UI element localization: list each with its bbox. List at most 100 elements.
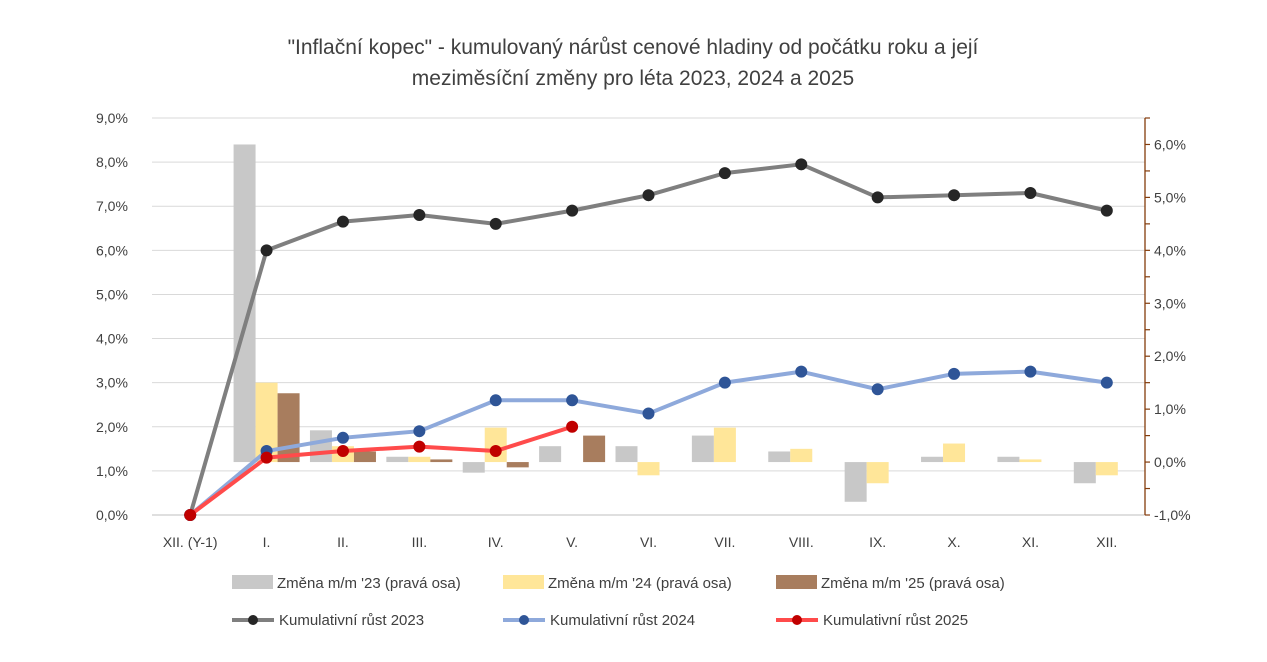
left-tick-label: 5,0% — [96, 286, 128, 302]
data-point — [795, 365, 808, 378]
x-tick-label: XII. — [1096, 534, 1117, 550]
x-tick-label: V. — [566, 534, 578, 550]
data-point — [948, 367, 961, 380]
bar — [1095, 462, 1118, 476]
x-tick-label: VI. — [640, 534, 657, 550]
legend: Změna m/m '23 (pravá osa) Změna m/m '24 (… — [232, 575, 1005, 629]
data-point — [1024, 365, 1037, 378]
bar — [255, 382, 278, 463]
data-point — [489, 217, 502, 230]
chart-title-line-2: meziměsíční změny pro léta 2023, 2024 a … — [412, 67, 854, 90]
bar — [997, 456, 1020, 463]
x-tick-label: I. — [263, 534, 271, 550]
left-tick-label: 6,0% — [96, 242, 128, 258]
data-point — [642, 189, 655, 202]
data-point — [566, 204, 579, 217]
right-tick-label: 1,0% — [1154, 401, 1186, 417]
bar — [430, 459, 453, 463]
data-point — [718, 167, 731, 180]
bar — [277, 393, 300, 463]
x-tick-label: II. — [337, 534, 349, 550]
right-tick-label: 5,0% — [1154, 189, 1186, 205]
bar — [353, 451, 376, 463]
data-point — [489, 394, 502, 407]
left-tick-label: 4,0% — [96, 331, 128, 347]
data-point — [336, 445, 349, 458]
bar — [233, 144, 256, 463]
right-axis: -1,0% 0,0% 1,0% 2,0% 3,0% 4,0% 5,0% 6,0% — [1144, 117, 1191, 523]
data-point — [566, 420, 579, 433]
data-point — [718, 376, 731, 389]
legend-swatch — [776, 575, 817, 589]
bar — [1019, 459, 1042, 463]
data-point — [413, 440, 426, 453]
data-point — [260, 451, 273, 464]
data-point — [1100, 376, 1113, 389]
x-tick-label: III. — [412, 534, 428, 550]
chart-title-line-1: "Inflační kopec" - kumulovaný nárůst cen… — [288, 36, 979, 59]
x-tick-label: IV. — [488, 534, 504, 550]
x-tick-label: XI. — [1022, 534, 1039, 550]
left-tick-label: 3,0% — [96, 375, 128, 391]
legend-label: Změna m/m '24 (pravá osa) — [548, 575, 732, 592]
bar — [637, 462, 660, 476]
bar — [866, 462, 889, 484]
bar — [1073, 462, 1096, 484]
data-point — [795, 158, 808, 171]
bar — [615, 446, 638, 463]
bar — [539, 446, 562, 463]
bar — [691, 435, 714, 463]
line-series — [184, 158, 1113, 521]
right-tick-label: -1,0% — [1154, 507, 1191, 523]
right-tick-label: 2,0% — [1154, 348, 1186, 364]
data-point — [489, 445, 502, 458]
bar — [462, 462, 485, 473]
data-point — [642, 407, 655, 420]
bar — [768, 451, 791, 463]
left-axis: 0,0% 1,0% 2,0% 3,0% 4,0% 5,0% 6,0% 7,0% 8,0% 9,0% — [96, 110, 128, 523]
right-tick-label: 3,0% — [1154, 295, 1186, 311]
x-tick-label: X. — [947, 534, 960, 550]
data-point — [336, 431, 349, 444]
legend-label: Kumulativní růst 2023 — [279, 612, 424, 629]
series-line — [188, 424, 575, 517]
data-point — [413, 209, 426, 222]
bar — [844, 462, 867, 502]
gridlines — [152, 117, 1145, 516]
bar — [921, 456, 944, 463]
bar — [309, 430, 332, 463]
legend-marker — [519, 615, 529, 625]
left-tick-label: 0,0% — [96, 507, 128, 523]
data-point — [566, 394, 579, 407]
left-tick-label: 7,0% — [96, 198, 128, 214]
x-tick-label: XII. (Y-1) — [163, 534, 218, 550]
right-tick-label: 6,0% — [1154, 136, 1186, 152]
data-point — [336, 215, 349, 228]
left-tick-label: 1,0% — [96, 463, 128, 479]
legend-marker — [792, 615, 802, 625]
bar — [386, 456, 409, 463]
data-point — [871, 191, 884, 204]
legend-label: Kumulativní růst 2025 — [823, 612, 968, 629]
bar — [484, 427, 507, 463]
bar — [713, 427, 736, 463]
data-point — [948, 189, 961, 202]
left-tick-label: 2,0% — [96, 419, 128, 435]
bar — [943, 443, 966, 463]
x-tick-label: VIII. — [789, 534, 814, 550]
right-tick-label: 4,0% — [1154, 242, 1186, 258]
data-point — [1100, 204, 1113, 217]
legend-swatch — [503, 575, 544, 589]
bar — [790, 448, 813, 463]
x-axis: XII. (Y-1) I. II. III. IV. V. VI. VII. VIII. IX. X… — [163, 534, 1117, 550]
right-tick-label: 0,0% — [1154, 454, 1186, 470]
left-tick-label: 8,0% — [96, 154, 128, 170]
legend-marker — [248, 615, 258, 625]
data-point — [871, 383, 884, 396]
bar — [506, 462, 529, 468]
bar — [408, 456, 431, 463]
bar — [583, 435, 606, 463]
legend-swatch — [232, 575, 273, 589]
data-point — [260, 244, 273, 257]
